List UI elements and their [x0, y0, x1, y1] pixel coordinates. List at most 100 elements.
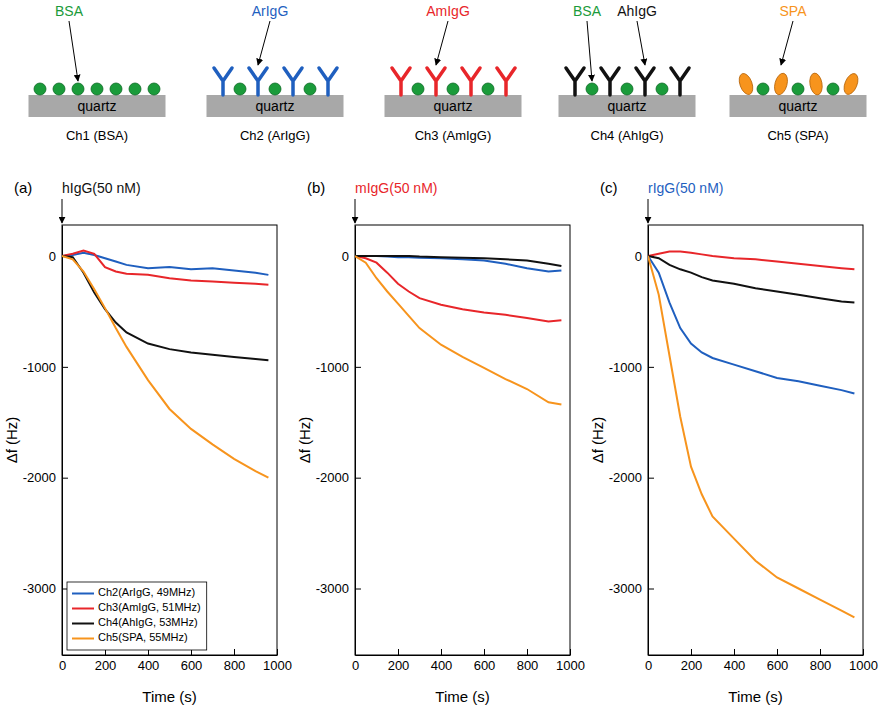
label-arrow — [436, 21, 448, 65]
plot-frame — [355, 225, 570, 655]
bsa-molecule — [792, 83, 804, 95]
bsa-molecule — [53, 83, 65, 95]
antibody — [249, 68, 267, 95]
schematic-channel: quartzAmIgGCh3 (AmIgG) — [385, 3, 522, 143]
channel-caption: Ch1 (BSA) — [66, 128, 128, 143]
bsa-molecule — [621, 83, 633, 95]
antibody — [319, 68, 337, 95]
bsa-molecule — [34, 83, 46, 95]
y-tick-mark — [355, 367, 361, 368]
x-tick-label: 0 — [352, 658, 359, 673]
bsa-molecule — [129, 83, 141, 95]
y-tick-mark — [62, 478, 68, 479]
y-tick-mark — [648, 589, 654, 590]
x-axis-line — [63, 655, 278, 656]
x-tick-mark — [777, 649, 778, 655]
label-arrow — [587, 21, 592, 81]
legend-label: Ch2(ArIgG, 49MHz) — [98, 586, 195, 598]
y-tick: -1000 — [316, 360, 361, 375]
x-tick-label: 400 — [431, 658, 453, 673]
legend-box — [67, 582, 207, 650]
series-line — [62, 256, 268, 360]
antibody — [214, 68, 232, 95]
y-tick: -1000 — [23, 360, 68, 375]
x-tick-label: 200 — [95, 658, 117, 673]
x-tick: 400 — [724, 649, 746, 673]
x-tick: 1000 — [556, 649, 585, 673]
chart-panel: 02004006008001000-3000-2000-10000Time (s… — [296, 179, 585, 705]
series-line — [648, 256, 854, 617]
injection-arrow — [62, 199, 63, 223]
series-line — [648, 252, 854, 270]
molecule-label: BSA — [55, 3, 84, 19]
x-tick-label: 1000 — [849, 658, 878, 673]
molecule-label: AhIgG — [617, 3, 657, 19]
schematic-channel: quartzSPACh5 (SPA) — [730, 3, 867, 143]
y-tick-label: -3000 — [23, 581, 56, 596]
x-tick-label: 200 — [388, 658, 410, 673]
antibody — [636, 68, 654, 95]
x-axis-line — [356, 655, 571, 656]
legend-label: Ch3(AmIgG, 51MHz) — [98, 601, 201, 613]
bsa-molecule — [656, 83, 668, 95]
series-line — [648, 256, 854, 303]
y-tick-mark — [355, 589, 361, 590]
substrate-label: quartz — [608, 98, 647, 114]
channel-caption: Ch4 (AhIgG) — [591, 128, 664, 143]
antibody — [601, 68, 619, 95]
x-tick-label: 200 — [681, 658, 703, 673]
channel-caption: Ch2 (ArIgG) — [240, 128, 310, 143]
quartz-substrate — [559, 95, 696, 117]
x-tick-label: 600 — [474, 658, 496, 673]
schematic-channel: quartz ArIgG Ch2 (ArIgG) — [207, 3, 344, 143]
bsa-molecule — [304, 83, 316, 95]
chart-panel: 02004006008001000-3000-2000-10000Time (s… — [3, 179, 292, 705]
legend: Ch2(ArIgG, 49MHz)Ch3(AmIgG, 51MHz)Ch4(Ah… — [67, 582, 207, 650]
y-tick-mark — [355, 478, 361, 479]
x-axis: 02004006008001000 — [645, 649, 878, 673]
x-tick: 1000 — [849, 649, 878, 673]
legend-swatch — [72, 608, 94, 610]
molecule-label: SPA — [780, 3, 808, 19]
label-arrow — [69, 21, 78, 81]
x-axis: 02004006008001000 — [59, 649, 292, 673]
injection-annotation: rIgG(50 nM) — [648, 180, 723, 196]
x-tick-label: 0 — [59, 658, 66, 673]
substrate-label: quartz — [779, 98, 818, 114]
y-axis: -3000-2000-10000 — [609, 226, 654, 656]
x-tick-mark — [441, 649, 442, 655]
y-tick-mark — [62, 367, 68, 368]
plot-frame — [62, 225, 277, 655]
y-tick-label: -1000 — [316, 360, 349, 375]
molecule-label: ArIgG — [252, 3, 289, 19]
injection-annotation: mIgG(50 nM) — [355, 180, 437, 196]
y-tick-label: -2000 — [23, 470, 56, 485]
antibody — [427, 68, 445, 95]
x-tick: 800 — [517, 649, 539, 673]
bsa-molecule — [482, 83, 494, 95]
y-tick: -3000 — [23, 581, 68, 596]
y-tick-label: -1000 — [609, 360, 642, 375]
label-arrow — [637, 21, 645, 65]
x-tick-label: 800 — [810, 658, 832, 673]
antibody — [566, 68, 584, 95]
y-tick-label: -3000 — [316, 581, 349, 596]
quartz-substrate — [730, 95, 867, 117]
molecule-label: BSA — [573, 3, 602, 19]
bsa-molecule — [586, 83, 598, 95]
figure: quartz BSA Ch1 (BSA) quartz ArIgG Ch2 (ArIgG)… — [0, 0, 887, 724]
bsa-molecule — [269, 83, 281, 95]
y-tick-mark — [648, 478, 654, 479]
substrate-label: quartz — [256, 98, 295, 114]
spa-molecule — [737, 72, 756, 97]
quartz-substrate — [29, 95, 166, 117]
series-line — [62, 256, 268, 478]
x-tick: 400 — [431, 649, 453, 673]
x-axis: 0 200 400 600 800 1000 — [352, 649, 585, 673]
x-tick: 200 — [95, 649, 117, 673]
y-tick-label: -2000 — [609, 470, 642, 485]
quartz-substrate — [207, 95, 344, 117]
plot-frame — [648, 225, 863, 655]
x-axis-title: Time (s) — [435, 688, 489, 705]
series-line — [648, 256, 854, 393]
